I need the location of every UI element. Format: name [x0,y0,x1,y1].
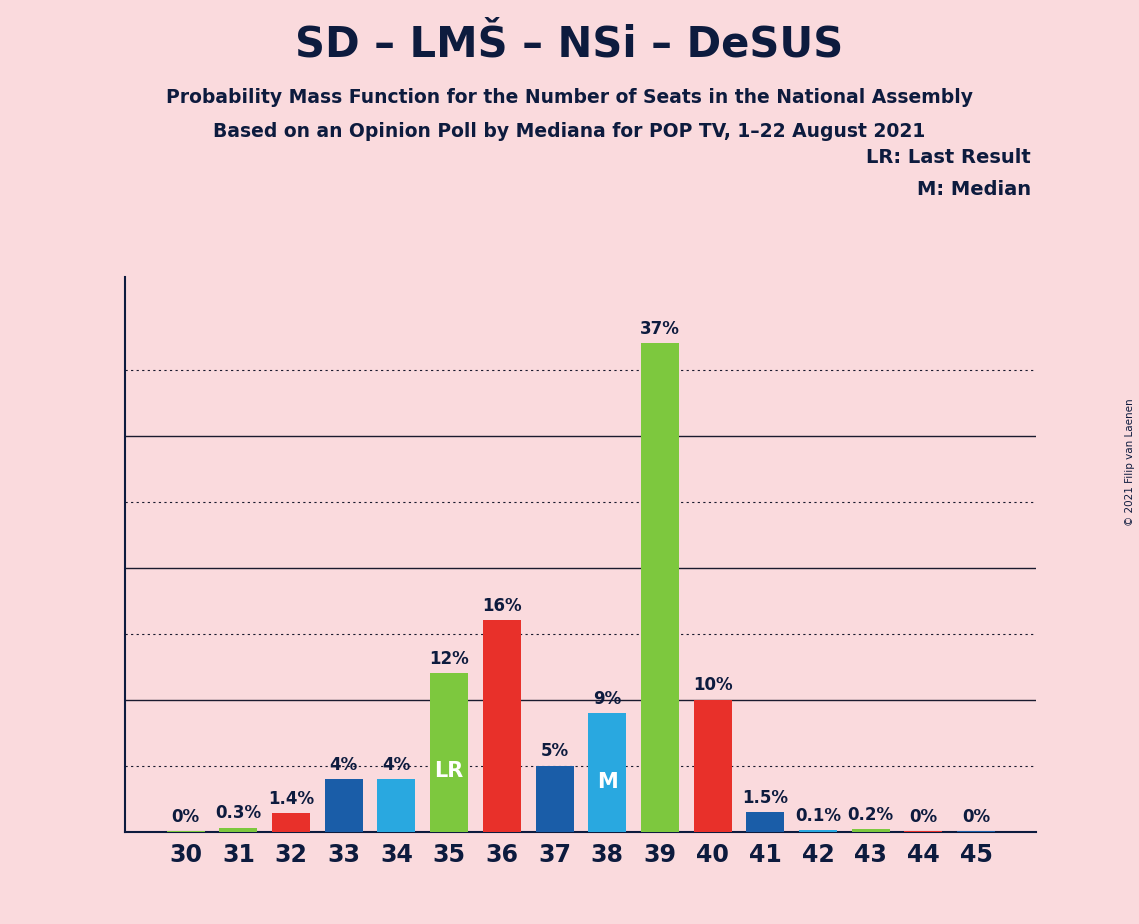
Text: 0.1%: 0.1% [795,807,841,825]
Text: 0.2%: 0.2% [847,806,894,823]
Text: 0%: 0% [172,808,199,826]
Text: 0%: 0% [909,808,937,826]
Bar [588,712,626,832]
Bar [535,766,574,832]
Text: 0%: 0% [962,808,990,826]
Text: M: Median: M: Median [917,180,1031,200]
Bar [852,829,890,832]
Bar [377,779,416,832]
Text: LR: Last Result: LR: Last Result [866,148,1031,167]
Text: LR: LR [434,761,464,782]
Bar [325,779,362,832]
Text: 5%: 5% [541,742,568,760]
Text: M: M [597,772,617,792]
Text: 10%: 10% [693,676,732,694]
Text: Based on an Opinion Poll by Mediana for POP TV, 1–22 August 2021: Based on an Opinion Poll by Mediana for … [213,122,926,141]
Bar [641,343,679,832]
Text: 0.3%: 0.3% [215,805,262,822]
Text: 4%: 4% [383,756,410,773]
Text: 12%: 12% [429,650,469,668]
Bar [746,812,785,832]
Bar [431,674,468,832]
Bar [800,831,837,832]
Text: SD – LMŠ – NSi – DeSUS: SD – LMŠ – NSi – DeSUS [295,23,844,65]
Text: 16%: 16% [482,597,522,615]
Text: 37%: 37% [640,320,680,338]
Text: 1.5%: 1.5% [743,788,788,807]
Bar [694,699,731,832]
Text: 4%: 4% [329,756,358,773]
Text: © 2021 Filip van Laenen: © 2021 Filip van Laenen [1125,398,1134,526]
Bar [220,828,257,832]
Text: 1.4%: 1.4% [268,790,314,808]
Text: Probability Mass Function for the Number of Seats in the National Assembly: Probability Mass Function for the Number… [166,88,973,107]
Bar [272,813,310,832]
Bar [483,620,521,832]
Text: 9%: 9% [593,689,622,708]
